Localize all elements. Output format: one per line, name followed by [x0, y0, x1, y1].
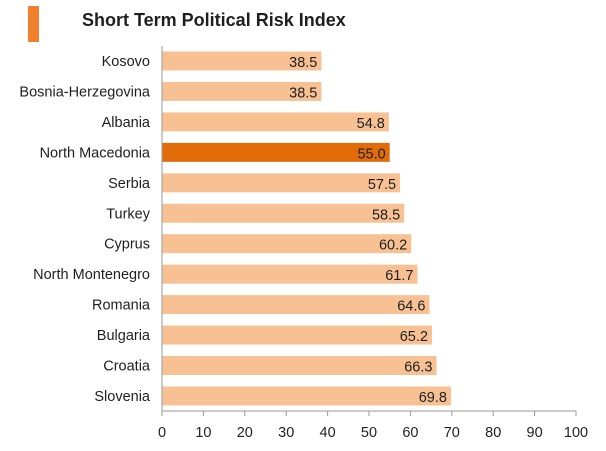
- value-label: 55.0: [357, 146, 385, 162]
- value-label: 66.3: [404, 360, 432, 376]
- value-label: 58.5: [372, 207, 400, 223]
- value-label: 69.8: [419, 390, 447, 406]
- category-label: Bulgaria: [97, 328, 151, 344]
- value-label: 38.5: [289, 55, 317, 71]
- x-tick-label: 80: [485, 425, 501, 441]
- bar: [162, 203, 405, 223]
- category-label: Slovenia: [94, 389, 151, 405]
- bar: [162, 264, 418, 284]
- category-label: Croatia: [103, 359, 151, 375]
- x-tick-label: 100: [564, 425, 588, 441]
- value-label: 65.2: [400, 329, 428, 345]
- chart-title: Short Term Political Risk Index: [82, 10, 346, 30]
- category-label: North Montenegro: [33, 267, 150, 283]
- value-label: 54.8: [357, 116, 385, 132]
- x-tick-label: 40: [320, 425, 336, 441]
- x-tick-label: 20: [237, 425, 253, 441]
- bar: [162, 325, 432, 345]
- x-tick-label: 90: [527, 425, 543, 441]
- bar: [162, 112, 389, 132]
- value-label: 64.6: [397, 299, 425, 315]
- x-tick-label: 60: [402, 425, 418, 441]
- bar: [162, 173, 401, 193]
- bar: [162, 386, 451, 406]
- category-label: Romania: [92, 298, 151, 314]
- value-label: 57.5: [368, 177, 396, 193]
- category-label: North Macedonia: [40, 145, 151, 161]
- bar: [162, 295, 430, 315]
- title-accent-bar: [28, 6, 39, 42]
- bar: [162, 81, 322, 101]
- value-label: 60.2: [379, 238, 407, 254]
- category-label: Albania: [102, 115, 151, 131]
- x-tick-label: 50: [361, 425, 377, 441]
- value-label: 38.5: [289, 85, 317, 101]
- x-tick-label: 30: [278, 425, 294, 441]
- bar-highlighted: [162, 142, 390, 162]
- category-label: Turkey: [106, 206, 151, 222]
- x-tick-label: 70: [444, 425, 460, 441]
- bar: [162, 234, 412, 254]
- bar: [162, 356, 437, 375]
- x-tick-label: 10: [195, 425, 211, 441]
- category-label: Serbia: [108, 176, 151, 192]
- bar: [162, 51, 322, 71]
- category-label: Bosnia-Herzegovina: [19, 84, 151, 100]
- x-tick-label: 0: [158, 425, 166, 441]
- category-label: Kosovo: [102, 54, 150, 70]
- value-label: 61.7: [385, 268, 413, 284]
- category-label: Cyprus: [104, 237, 150, 253]
